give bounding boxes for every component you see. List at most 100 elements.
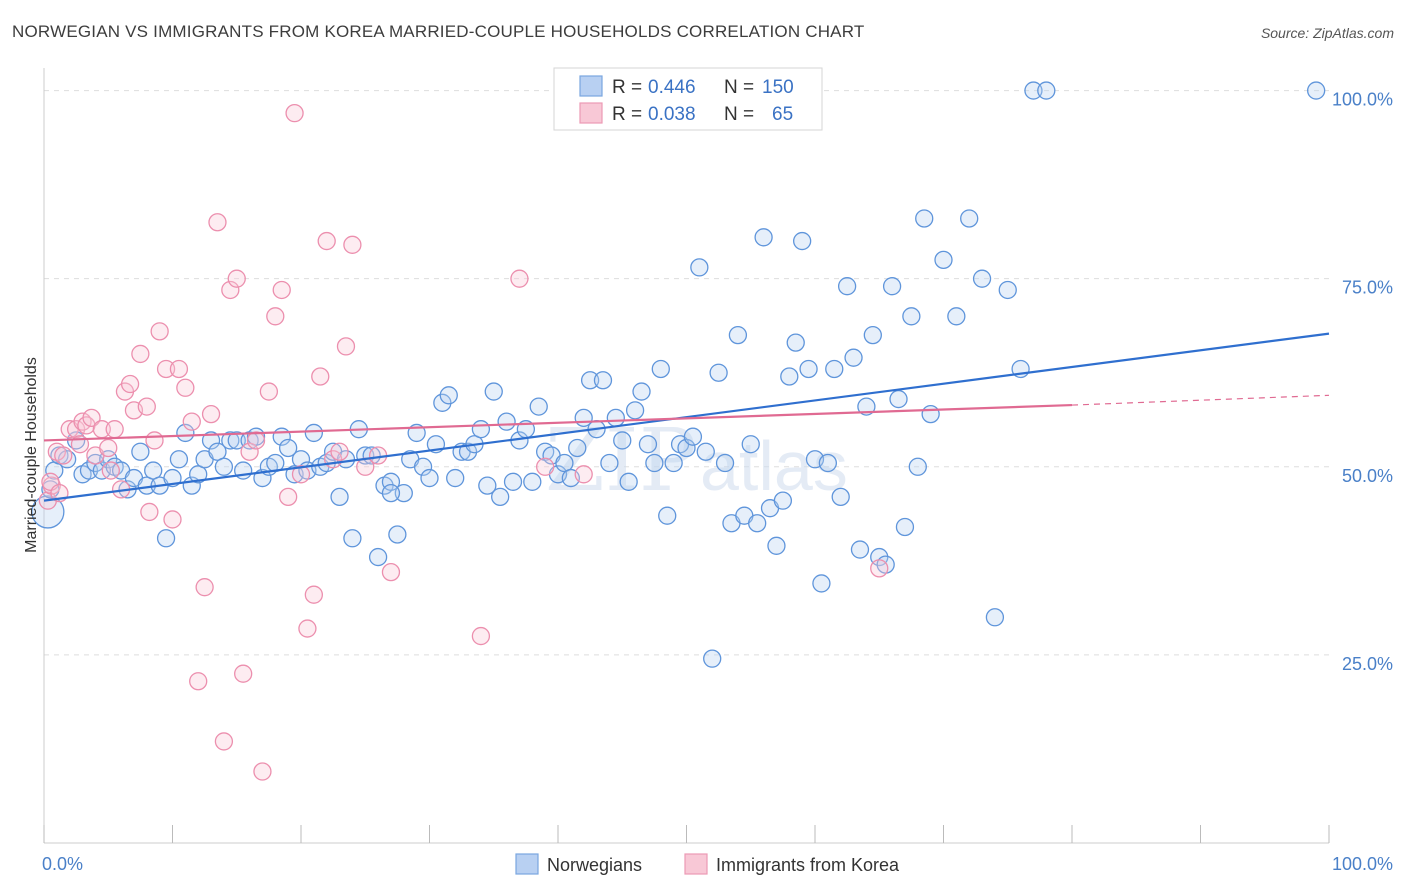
norwegians-point-48 bbox=[343, 529, 362, 548]
korea-point-26 bbox=[182, 412, 201, 431]
norwegians-point-85 bbox=[580, 371, 600, 390]
norwegians-point-46 bbox=[330, 487, 349, 507]
trend-line-korea bbox=[43, 403, 1073, 442]
norwegians-point-51 bbox=[362, 446, 381, 465]
legend-series: Norwegians Immigrants from Korea bbox=[515, 853, 900, 875]
norwegians-point-124 bbox=[831, 487, 850, 507]
norwegians-point-42 bbox=[304, 423, 324, 443]
trend-lines bbox=[43, 332, 1330, 502]
korea-point-31 bbox=[214, 732, 234, 751]
watermark-zip: ZIP bbox=[545, 411, 697, 511]
norwegians-point-136 bbox=[908, 457, 927, 476]
korea-point-54 bbox=[381, 562, 401, 582]
korea-point-50 bbox=[336, 337, 356, 356]
norwegians-point-83 bbox=[568, 438, 587, 458]
norwegians-point-97 bbox=[658, 506, 677, 525]
legend-n-label-1: N = bbox=[724, 77, 754, 98]
korea-point-39 bbox=[266, 307, 285, 326]
norwegians-point-63 bbox=[439, 386, 458, 405]
norwegians-point-92 bbox=[625, 401, 645, 420]
korea-point-49 bbox=[330, 442, 349, 461]
norwegians-point-118 bbox=[793, 231, 812, 251]
norwegians-point-126 bbox=[844, 348, 863, 367]
korea-point-22 bbox=[156, 359, 176, 379]
norwegians-point-38 bbox=[278, 438, 298, 458]
series-korea-points bbox=[38, 81, 889, 781]
korea-point-27 bbox=[189, 672, 208, 691]
norwegians-point-21 bbox=[169, 450, 189, 469]
legend-r-value-2: 0.038 bbox=[648, 104, 696, 125]
korea-point-45 bbox=[304, 585, 324, 604]
norwegians-point-98 bbox=[664, 453, 683, 473]
norwegians-point-68 bbox=[471, 420, 491, 439]
norwegians-point-52 bbox=[368, 547, 388, 567]
norwegians-point-90 bbox=[613, 431, 632, 450]
korea-point-41 bbox=[278, 487, 298, 507]
x-tick-label-0: 0.0% bbox=[42, 854, 83, 874]
korea-point-20 bbox=[145, 431, 164, 450]
norwegians-point-119 bbox=[799, 359, 818, 379]
norwegians-point-70 bbox=[484, 382, 503, 401]
korea-point-19 bbox=[140, 502, 159, 522]
korea-point-44 bbox=[298, 619, 317, 638]
norwegians-point-77 bbox=[529, 397, 548, 416]
legend-label-norwegians: Norwegians bbox=[547, 855, 642, 875]
norwegians-point-56 bbox=[394, 483, 413, 503]
y-tick-label-0: 25.0% bbox=[1342, 654, 1393, 674]
korea-point-47 bbox=[317, 231, 336, 251]
norwegians-point-94 bbox=[638, 435, 658, 454]
trend-line-norwegians bbox=[43, 332, 1330, 502]
norwegians-point-117 bbox=[786, 333, 805, 352]
korea-point-42 bbox=[285, 103, 304, 123]
korea-point-43 bbox=[291, 465, 311, 484]
norwegians-point-19 bbox=[156, 529, 176, 548]
norwegians-point-108 bbox=[728, 325, 748, 345]
x-tick-label-1: 100.0% bbox=[1332, 854, 1393, 874]
korea-point-37 bbox=[253, 762, 272, 781]
norwegians-point-15 bbox=[131, 442, 150, 461]
norwegians-point-81 bbox=[555, 453, 574, 473]
korea-point-8 bbox=[82, 408, 101, 428]
norwegians-point-137 bbox=[915, 209, 934, 228]
norwegians-point-102 bbox=[690, 258, 709, 277]
norwegians-point-123 bbox=[825, 359, 844, 379]
legend-swatch-norwegians bbox=[515, 853, 539, 875]
norwegians-point-111 bbox=[748, 514, 767, 533]
norwegians-point-122 bbox=[818, 453, 837, 473]
source-label: Source: ZipAtlas.com bbox=[1260, 25, 1394, 41]
watermark: ZIP atlas bbox=[545, 411, 848, 511]
korea-point-33 bbox=[227, 269, 246, 288]
korea-point-3 bbox=[54, 446, 73, 465]
norwegians-point-106 bbox=[715, 453, 735, 473]
norwegians-point-7 bbox=[79, 461, 99, 480]
legend-stats-swatch-blue bbox=[579, 75, 603, 97]
korea-point-38 bbox=[259, 382, 279, 401]
norwegians-point-66 bbox=[458, 442, 478, 461]
korea-point-5 bbox=[66, 420, 86, 439]
norwegians-point-73 bbox=[503, 472, 523, 491]
norwegians-point-146 bbox=[1024, 81, 1043, 100]
norwegians-point-139 bbox=[934, 250, 953, 270]
korea-point-35 bbox=[240, 442, 259, 461]
norwegians-point-149 bbox=[381, 483, 401, 503]
korea-point-15 bbox=[120, 374, 140, 394]
norwegians-point-143 bbox=[985, 608, 1005, 627]
norwegians-point-59 bbox=[413, 457, 433, 476]
korea-point-56 bbox=[510, 269, 529, 288]
watermark-atlas: atlas bbox=[700, 427, 848, 505]
norwegians-point-142 bbox=[972, 269, 992, 288]
norwegians-point-95 bbox=[645, 453, 664, 473]
series-norwegians-points bbox=[31, 81, 1326, 668]
norwegians-point-100 bbox=[677, 438, 696, 458]
norwegians-point-116 bbox=[780, 367, 799, 386]
korea-point-21 bbox=[150, 322, 169, 341]
korea-point-51 bbox=[343, 235, 362, 254]
norwegians-point-129 bbox=[863, 325, 882, 345]
norwegians-point-115 bbox=[773, 491, 793, 510]
legend-r-label-2: R = bbox=[612, 104, 642, 125]
norwegians-point-93 bbox=[632, 382, 651, 401]
korea-point-24 bbox=[169, 359, 189, 379]
norwegians-point-135 bbox=[902, 307, 921, 326]
korea-point-32 bbox=[221, 280, 240, 300]
